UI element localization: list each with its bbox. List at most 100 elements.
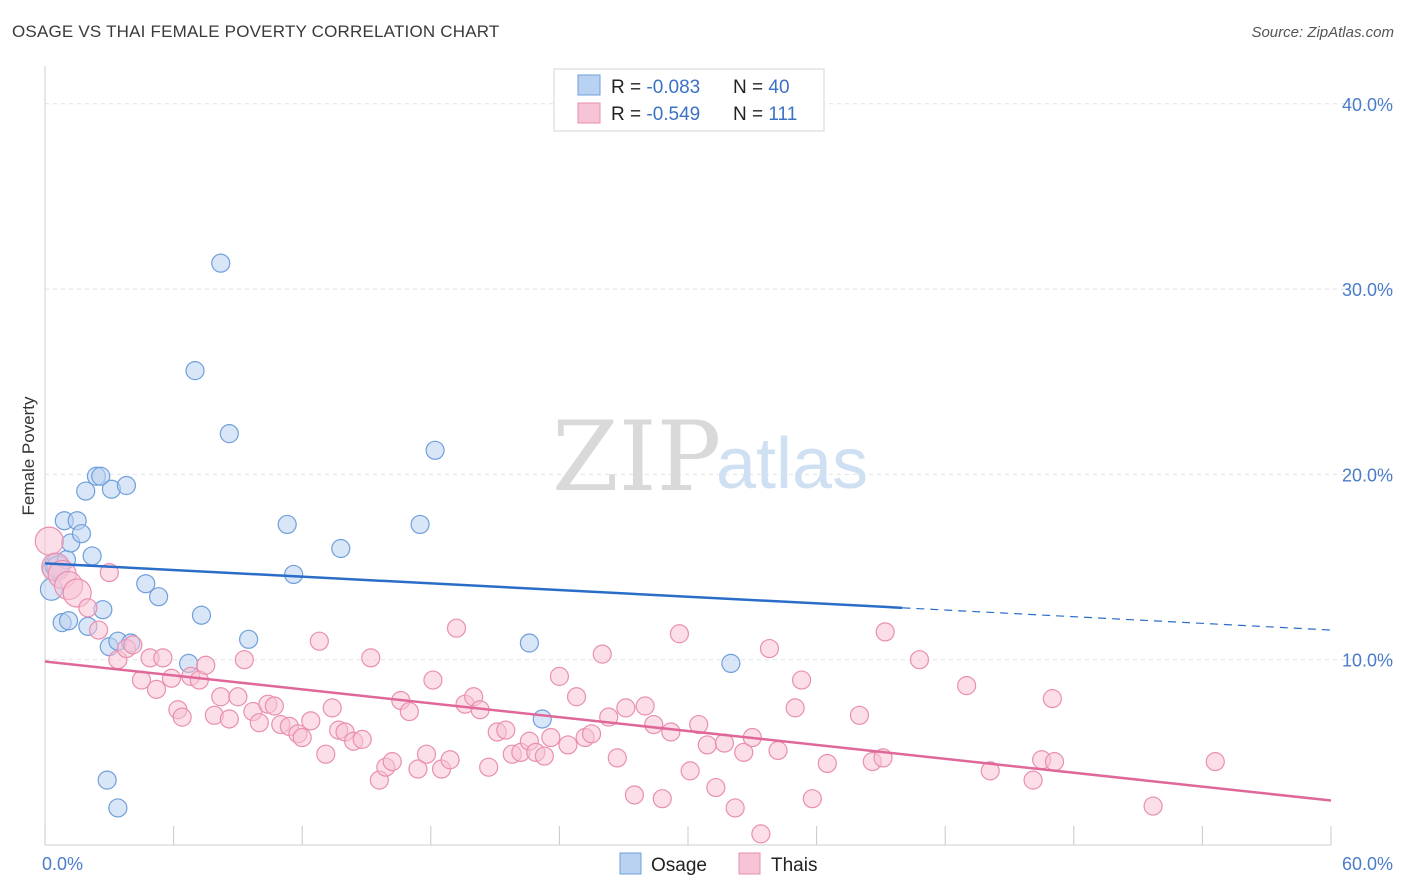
point-thais-33 [292, 727, 312, 748]
point-thais-80 [669, 624, 690, 644]
point-thais-57 [479, 757, 499, 777]
point-thais-75 [624, 785, 645, 805]
point-osage-25 [185, 361, 205, 381]
point-thais-59 [496, 720, 516, 740]
point-osage-37 [721, 653, 741, 674]
point-thais-23 [219, 709, 239, 729]
point-thais-14 [153, 648, 173, 668]
point-thais-35 [309, 631, 329, 651]
point-thais-82 [689, 714, 709, 735]
point-thais-48 [408, 759, 428, 779]
chart-title: OSAGE VS THAI FEMALE POVERTY CORRELATION… [12, 22, 500, 41]
point-thais-15 [161, 668, 182, 688]
series-thais-points [34, 526, 1225, 844]
point-thais-90 [759, 638, 780, 659]
point-thais-68 [566, 687, 587, 707]
trend-line-osage-extension [902, 607, 1332, 631]
legend-row-thais-n: N = 111 [733, 104, 797, 125]
legend-row-osage-n: N = 40 [733, 77, 790, 98]
point-thais-83 [697, 735, 717, 755]
legend-row-osage: R = -0.083 [611, 77, 700, 98]
point-osage-27 [211, 253, 231, 273]
trend-lines [44, 562, 1332, 802]
chart-source: Source: ZipAtlas.com [1251, 24, 1394, 41]
legend-row-thais: R = -0.549 [611, 104, 700, 125]
point-thais-20 [196, 655, 216, 675]
point-thais-92 [785, 698, 805, 718]
point-thais-42 [361, 648, 381, 668]
legend-thais-n-label: N = [733, 104, 768, 125]
point-thais-79 [661, 722, 681, 742]
point-thais-78 [652, 789, 672, 809]
point-thais-50 [423, 670, 443, 690]
point-thais-22 [211, 687, 231, 707]
series-osage-points [39, 253, 741, 818]
point-thais-29 [264, 696, 284, 716]
point-osage-35 [519, 633, 539, 653]
point-thais-95 [817, 753, 837, 774]
point-thais-34 [301, 711, 321, 731]
bottom-legend-swatch-thais [738, 852, 761, 875]
point-thais-24 [228, 687, 248, 707]
point-thais-10 [123, 635, 143, 655]
grid-lines [45, 103, 1394, 661]
point-thais-101 [957, 676, 977, 696]
point-osage-28 [219, 424, 239, 444]
point-thais-52 [440, 750, 460, 770]
point-osage-30 [277, 514, 297, 535]
point-thais-0 [34, 526, 64, 556]
point-thais-77 [644, 714, 664, 735]
point-osage-20 [116, 475, 137, 496]
y-tick-labels: 10.0% 20.0% 30.0% 40.0% [1342, 95, 1393, 671]
point-thais-53 [446, 618, 467, 638]
point-osage-7 [58, 611, 79, 631]
point-osage-13 [82, 546, 102, 566]
point-thais-41 [352, 729, 372, 749]
bottom-legend-thais: Thais [771, 855, 817, 876]
legend-osage-n-value: 40 [768, 77, 789, 98]
point-thais-103 [1023, 770, 1043, 790]
point-thais-76 [635, 696, 655, 716]
legend-swatch-thais [577, 102, 601, 124]
point-thais-93 [791, 670, 812, 690]
point-osage-26 [191, 605, 212, 625]
point-thais-86 [725, 798, 745, 818]
point-osage-38 [108, 798, 128, 818]
point-osage-11 [76, 481, 96, 501]
point-thais-89 [751, 824, 771, 844]
point-thais-37 [322, 698, 342, 718]
point-thais-81 [680, 761, 700, 781]
legend-osage-r-value: -0.083 [646, 77, 700, 98]
axes [44, 66, 1332, 846]
trend-line-osage [44, 562, 903, 610]
point-thais-106 [1044, 752, 1065, 772]
legend-swatch-osage [577, 74, 601, 96]
y-axis-label: Female Poverty [19, 396, 38, 516]
x-tick-labels: 0.0% 60.0% [42, 854, 1393, 874]
watermark-atlas: atlas [716, 424, 868, 504]
point-thais-36 [316, 744, 336, 764]
point-thais-84 [706, 777, 726, 798]
point-osage-29 [239, 629, 259, 649]
point-thais-47 [399, 701, 419, 722]
bottom-legend-swatch-osage [619, 852, 642, 875]
point-thais-27 [249, 713, 269, 733]
y-tick-label-1: 20.0% [1342, 465, 1393, 485]
point-thais-73 [607, 748, 627, 768]
point-thais-70 [581, 724, 602, 744]
point-thais-13 [146, 679, 167, 699]
point-thais-104 [1042, 689, 1062, 709]
point-thais-66 [549, 666, 570, 686]
bottom-legend-osage: Osage [651, 855, 707, 876]
point-osage-23 [148, 587, 169, 607]
legend-series: Osage Thais [619, 852, 817, 876]
point-thais-5 [78, 598, 98, 618]
point-osage-10 [71, 524, 92, 544]
trend-line-thais [44, 660, 1332, 802]
point-osage-22 [136, 574, 156, 594]
x-tick-label-1: 60.0% [1342, 854, 1393, 874]
legend-correlation: R = -0.083 N = 40 R = -0.549 N = 111 [553, 68, 825, 132]
point-osage-39 [97, 770, 117, 790]
point-thais-102 [980, 761, 1000, 781]
